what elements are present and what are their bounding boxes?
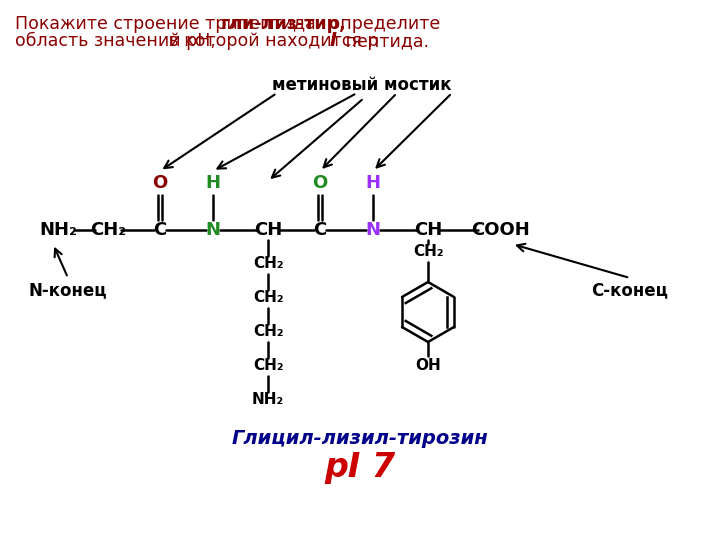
- Text: метиновый мостик: метиновый мостик: [272, 76, 451, 94]
- Text: С-конец: С-конец: [592, 281, 668, 299]
- Text: область значений рН,: область значений рН,: [15, 32, 216, 50]
- Text: COOH: COOH: [471, 221, 529, 239]
- Text: CH₂: CH₂: [253, 325, 283, 340]
- Text: в которой находится р: в которой находится р: [163, 32, 379, 50]
- Text: O: O: [153, 174, 168, 192]
- Text: CH₂: CH₂: [253, 256, 283, 272]
- Text: N: N: [205, 221, 220, 239]
- Text: CH₂: CH₂: [90, 221, 126, 239]
- Text: N-конец: N-конец: [29, 281, 107, 299]
- Text: CH₂: CH₂: [253, 291, 283, 306]
- Text: CH: CH: [254, 221, 282, 239]
- Text: OH: OH: [415, 359, 441, 374]
- Text: C: C: [153, 221, 166, 239]
- Text: pI 7: pI 7: [325, 451, 395, 484]
- Text: Глицил-лизил-тирозин: Глицил-лизил-тирозин: [232, 429, 488, 448]
- Text: C: C: [313, 221, 327, 239]
- Text: определите: определите: [313, 15, 440, 33]
- Text: NH₂: NH₂: [252, 393, 284, 408]
- Text: гли-лиз-тир,: гли-лиз-тир,: [220, 15, 346, 33]
- Text: NH₂: NH₂: [39, 221, 77, 239]
- Text: O: O: [312, 174, 328, 192]
- Text: CH₂: CH₂: [253, 359, 283, 374]
- Text: Покажите строение трипептида: Покажите строение трипептида: [15, 15, 321, 33]
- Text: CH₂: CH₂: [413, 245, 444, 260]
- Text: CH: CH: [414, 221, 442, 239]
- Text: N: N: [366, 221, 380, 239]
- Text: I: I: [330, 31, 337, 51]
- Text: пептида.: пептида.: [340, 32, 429, 50]
- Text: H: H: [366, 174, 380, 192]
- Text: H: H: [205, 174, 220, 192]
